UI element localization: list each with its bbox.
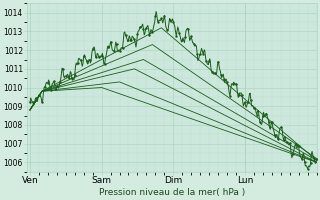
X-axis label: Pression niveau de la mer( hPa ): Pression niveau de la mer( hPa ) — [99, 188, 245, 197]
